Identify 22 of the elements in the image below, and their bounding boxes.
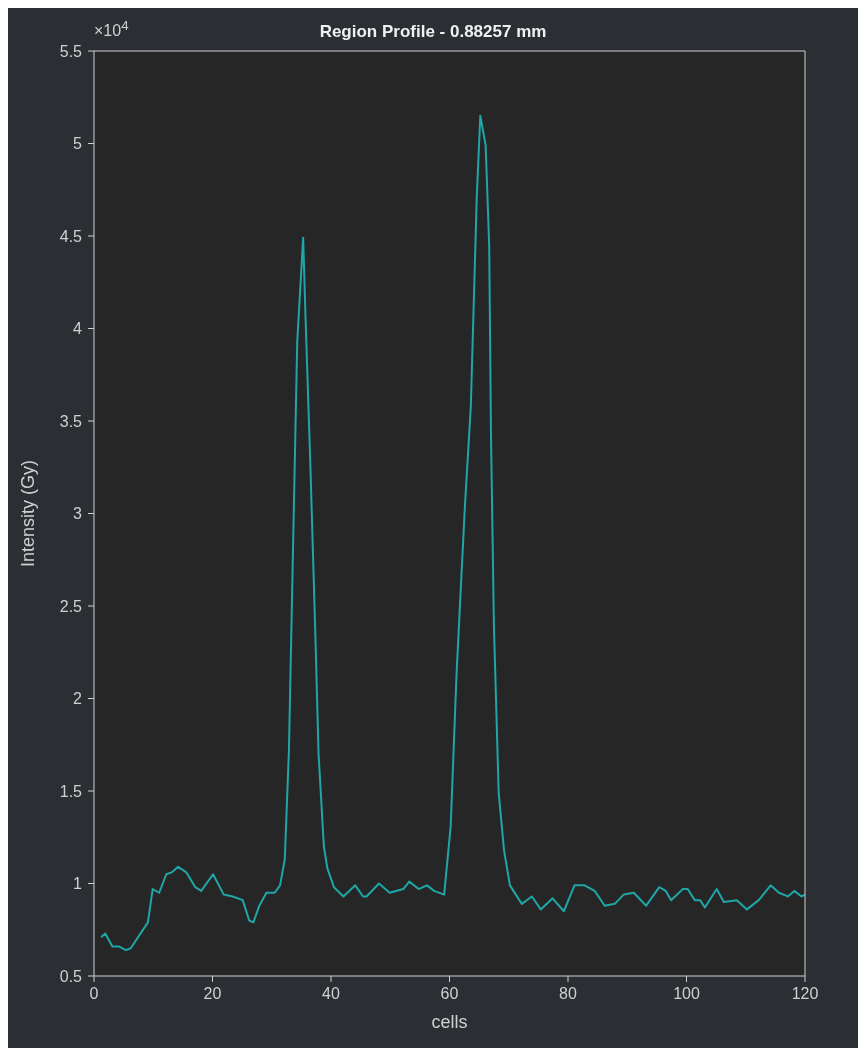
text: ×10$^{4}$ (94, 18, 129, 41)
y-tick-label: 5.5 (59, 42, 83, 60)
chart-title: Region Profile - 0.88257 mm (319, 22, 547, 41)
y-tick-label: 3.5 (59, 412, 83, 430)
y-tick-label: 3 (73, 505, 83, 523)
y-tick-label: 4.5 (59, 227, 83, 245)
x-tick-label: 120 (791, 985, 819, 1003)
y-axis-title: Intensity (Gy) (18, 459, 39, 568)
y-tick-label: 2.5 (59, 597, 83, 615)
y-tick-label: 5 (73, 135, 83, 153)
y-tick-label: 1.5 (59, 782, 83, 800)
x-tick-label: 0 (89, 985, 99, 1003)
y-tick-label: 2 (73, 690, 83, 708)
x-tick-label: 20 (203, 985, 222, 1003)
y-tick-label: 1 (73, 875, 83, 893)
x-tick-label: 60 (440, 985, 459, 1003)
y-tick-label: 4 (73, 320, 83, 338)
x-tick-label: 40 (322, 985, 340, 1003)
x-tick-label: 80 (559, 985, 577, 1003)
y-tick-label: 0.5 (59, 967, 83, 985)
x-tick-label: 100 (673, 985, 700, 1003)
x-axis-title: cells (431, 1012, 468, 1032)
